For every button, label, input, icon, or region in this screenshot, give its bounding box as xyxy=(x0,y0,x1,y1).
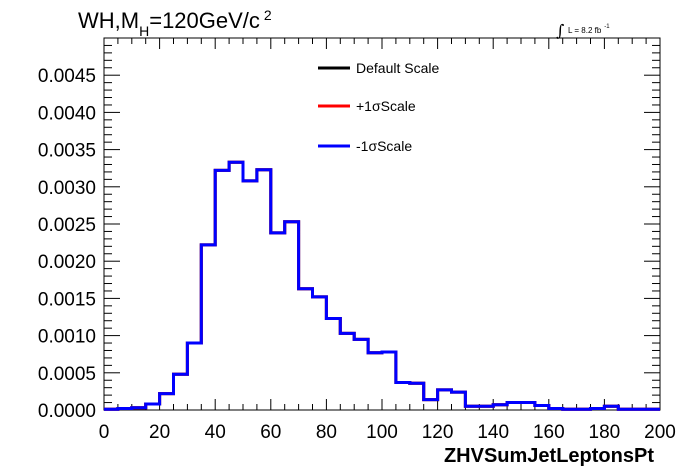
y-tick-label: 0.0005 xyxy=(38,364,96,385)
legend: Default Scale +1σScale -1σScale xyxy=(318,60,439,154)
y-tick-label: 0.0015 xyxy=(38,289,96,310)
legend-label-minus1sigma: -1σScale xyxy=(356,138,412,154)
lumi-text: L = 8.2 fb xyxy=(568,26,602,35)
y-tick-label: 0.0020 xyxy=(38,252,96,273)
title-subscript: H xyxy=(139,23,149,39)
lumi-integral: ∫ xyxy=(556,21,564,40)
x-axis-label: ZHVSumJetLeptonsPt xyxy=(444,445,654,467)
histogram-line--1-scale xyxy=(104,160,660,411)
x-tick-label: 60 xyxy=(260,422,281,443)
x-tick-label: 100 xyxy=(366,422,398,443)
title-prefix: WH,M xyxy=(78,8,139,33)
x-tick-label: 80 xyxy=(316,422,337,443)
x-tick-label: 200 xyxy=(644,422,676,443)
title-superscript: 2 xyxy=(264,7,272,23)
y-tick-label: 0.0035 xyxy=(38,141,96,162)
x-tick-label: 40 xyxy=(205,422,226,443)
y-tick-label: 0.0040 xyxy=(38,103,96,124)
histogram-series xyxy=(104,160,660,411)
chart-title: WH,MH=120GeV/c 2 xyxy=(78,7,272,39)
x-tick-label: 0 xyxy=(99,422,110,443)
y-tick-label: 0.0010 xyxy=(38,327,96,348)
x-tick-label: 140 xyxy=(477,422,509,443)
axis-ticks: 0 20 40 60 80 100 120 140 160 180 200 0.0000 0.0005 0… xyxy=(38,38,676,443)
lumi-label: L = 8.2 fb -1 xyxy=(568,24,610,35)
lumi-superscript: -1 xyxy=(604,24,610,30)
legend-label-plus1sigma: +1σScale xyxy=(356,98,416,114)
x-tick-label: 20 xyxy=(149,422,170,443)
legend-label-default: Default Scale xyxy=(356,60,439,76)
y-tick-label: 0.0030 xyxy=(38,178,96,199)
y-tick-label: 0.0025 xyxy=(38,215,96,236)
x-tick-label: 180 xyxy=(589,422,621,443)
y-tick-label: 0.0000 xyxy=(38,401,96,422)
title-value: =120GeV/c xyxy=(149,8,260,33)
x-tick-label: 160 xyxy=(533,422,565,443)
y-tick-label: 0.0045 xyxy=(38,66,96,87)
x-tick-label: 120 xyxy=(422,422,454,443)
